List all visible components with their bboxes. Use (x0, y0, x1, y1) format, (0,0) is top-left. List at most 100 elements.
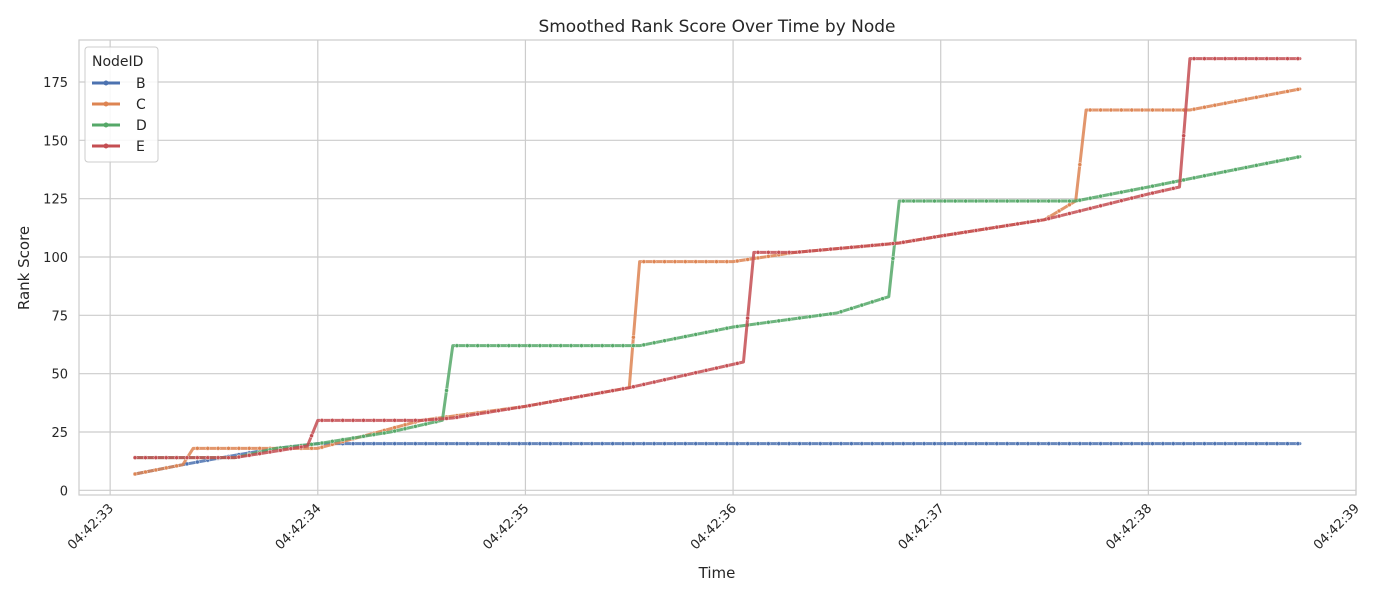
data-point-E (215, 455, 221, 460)
data-point-D (589, 343, 595, 348)
data-point-E (880, 242, 885, 247)
data-point-D (537, 343, 543, 348)
legend-label: B (136, 76, 146, 92)
y-tick-label: 50 (51, 368, 68, 383)
legend-item-E: E (92, 139, 145, 155)
data-point-D (423, 421, 428, 427)
data-point-C (257, 446, 262, 451)
series-layer (132, 56, 1302, 477)
data-point-E (1150, 190, 1155, 196)
data-point-B (662, 441, 667, 446)
data-point-B (568, 441, 574, 446)
data-point-D (1171, 179, 1176, 185)
data-point-C (247, 446, 252, 451)
data-point-E (1056, 213, 1062, 219)
data-point-B (1015, 441, 1020, 446)
data-point-D (1067, 198, 1072, 204)
data-point-B (361, 441, 366, 446)
data-point-B (1067, 441, 1072, 446)
data-point-C (1171, 107, 1176, 113)
data-point-E (579, 394, 584, 399)
data-point-D (693, 332, 698, 337)
data-point-D (1181, 177, 1186, 183)
data-point-D (413, 424, 418, 429)
data-point-B (994, 441, 999, 446)
data-point-B (350, 441, 356, 446)
data-point-B (413, 441, 418, 446)
data-point-D (1046, 198, 1051, 204)
data-point-E (1129, 195, 1134, 201)
data-point-C (236, 446, 242, 451)
data-point-E (195, 455, 200, 460)
data-point-E (361, 418, 366, 423)
data-point-B (402, 441, 408, 446)
data-point-E (786, 250, 792, 255)
data-point-D (631, 343, 636, 348)
data-point-B (942, 441, 948, 446)
legend-box (84, 46, 159, 163)
data-point-D (1088, 195, 1093, 201)
data-point-E (963, 229, 968, 235)
data-point-E (849, 245, 854, 250)
data-point-B (475, 441, 480, 446)
data-point-E (485, 410, 491, 415)
y-tick-label: 125 (43, 193, 68, 208)
data-point-D (382, 430, 387, 436)
data-point-D (984, 198, 989, 204)
data-point-B (1036, 441, 1041, 446)
data-point-B (786, 441, 792, 446)
data-point-E (1036, 218, 1041, 223)
data-point-D (1098, 193, 1103, 199)
data-point-D (1077, 197, 1083, 203)
data-point-B (776, 441, 781, 446)
data-point-E (1077, 208, 1083, 214)
legend-title: NodeID (92, 54, 143, 70)
data-point-D (1036, 198, 1041, 204)
data-point-D (849, 306, 854, 311)
data-point-B (745, 441, 750, 446)
data-point-E (693, 370, 698, 375)
y-tick-label: 25 (51, 426, 68, 441)
data-point-E (340, 418, 345, 423)
legend-marker (103, 122, 109, 128)
data-point-D (1222, 169, 1228, 174)
data-point-C (703, 259, 709, 264)
data-point-E (838, 246, 844, 251)
data-point-C (1056, 208, 1062, 214)
data-point-B (890, 441, 896, 446)
data-point-E (454, 415, 460, 420)
data-point-E (257, 451, 262, 456)
y-tick-label: 175 (43, 76, 68, 91)
data-point-D (1119, 189, 1124, 195)
data-point-C (1119, 107, 1124, 113)
data-point-D (1025, 198, 1031, 204)
y-tick-label: 150 (43, 134, 68, 149)
data-point-B (714, 441, 719, 446)
data-point-C (1150, 107, 1155, 113)
data-point-D (1139, 185, 1145, 191)
data-point-D (1108, 191, 1114, 197)
data-point-B (1119, 441, 1124, 446)
data-point-E (1108, 201, 1114, 206)
data-point-D (1264, 161, 1269, 166)
data-point-D (330, 439, 335, 444)
data-point-D (807, 314, 813, 319)
x-axis-label: Time (698, 564, 736, 582)
data-point-B (766, 441, 771, 446)
data-point-E (153, 455, 159, 460)
data-point-D (953, 198, 958, 204)
data-point-C (714, 259, 719, 264)
data-point-E (1098, 203, 1103, 209)
data-point-C (766, 254, 771, 259)
data-point-D (911, 198, 916, 204)
legend-item-D: D (92, 118, 147, 134)
data-point-B (1212, 441, 1218, 446)
data-point-C (1160, 107, 1166, 113)
data-point-C (1098, 107, 1103, 113)
data-point-E (745, 315, 750, 321)
data-point-B (932, 441, 937, 446)
data-point-B (537, 441, 543, 446)
data-point-C (1264, 93, 1269, 98)
data-point-C (174, 463, 179, 469)
data-point-B (1202, 441, 1207, 446)
